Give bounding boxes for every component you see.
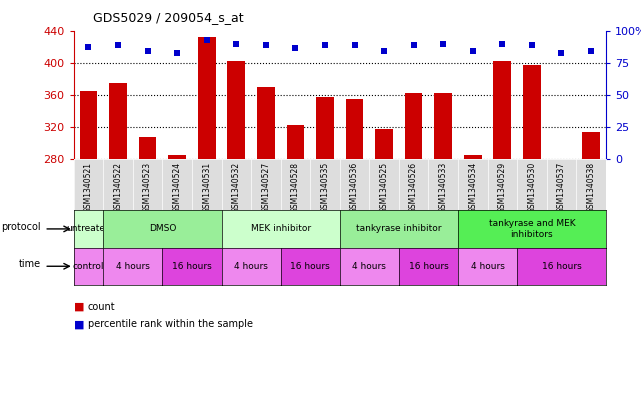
Text: tankyrase inhibitor: tankyrase inhibitor xyxy=(356,224,442,233)
Text: GSM1340536: GSM1340536 xyxy=(350,162,359,213)
Bar xyxy=(464,155,481,159)
Point xyxy=(142,48,153,54)
Text: tankyrase and MEK
inhibitors: tankyrase and MEK inhibitors xyxy=(488,219,575,239)
Text: GSM1340524: GSM1340524 xyxy=(172,162,181,213)
Bar xyxy=(79,91,97,159)
Text: 4 hours: 4 hours xyxy=(470,262,504,271)
Text: ■: ■ xyxy=(74,319,84,329)
Text: GSM1340533: GSM1340533 xyxy=(438,162,447,213)
Bar xyxy=(109,83,127,159)
Point xyxy=(320,42,330,49)
Point xyxy=(83,44,94,50)
Text: GSM1340522: GSM1340522 xyxy=(113,162,122,213)
Point xyxy=(113,42,123,49)
Point xyxy=(290,45,301,51)
Point xyxy=(556,50,567,56)
Text: DMSO: DMSO xyxy=(149,224,176,233)
Point xyxy=(467,48,478,54)
Bar xyxy=(345,99,363,159)
Text: GSM1340527: GSM1340527 xyxy=(262,162,271,213)
Bar xyxy=(228,61,245,159)
Point xyxy=(349,42,360,49)
Text: MEK inhibitor: MEK inhibitor xyxy=(251,224,311,233)
Text: percentile rank within the sample: percentile rank within the sample xyxy=(88,319,253,329)
Text: GSM1340535: GSM1340535 xyxy=(320,162,329,213)
Bar xyxy=(582,132,600,159)
Bar xyxy=(198,37,215,159)
Point xyxy=(408,42,419,49)
Text: GSM1340532: GSM1340532 xyxy=(232,162,241,213)
Text: 16 hours: 16 hours xyxy=(542,262,581,271)
Text: GSM1340534: GSM1340534 xyxy=(468,162,478,213)
Text: GSM1340530: GSM1340530 xyxy=(528,162,537,213)
Text: GSM1340538: GSM1340538 xyxy=(587,162,595,213)
Text: GSM1340529: GSM1340529 xyxy=(498,162,507,213)
Bar xyxy=(257,87,275,159)
Point xyxy=(261,42,271,49)
Text: GDS5029 / 209054_s_at: GDS5029 / 209054_s_at xyxy=(93,11,244,24)
Bar xyxy=(169,155,186,159)
Text: GSM1340531: GSM1340531 xyxy=(202,162,212,213)
Text: GSM1340521: GSM1340521 xyxy=(84,162,93,213)
Text: time: time xyxy=(19,259,40,269)
Point xyxy=(586,48,596,54)
Text: 16 hours: 16 hours xyxy=(408,262,448,271)
Text: GSM1340528: GSM1340528 xyxy=(291,162,300,213)
Bar xyxy=(138,137,156,159)
Text: protocol: protocol xyxy=(1,222,40,232)
Bar xyxy=(435,93,452,159)
Text: GSM1340525: GSM1340525 xyxy=(379,162,388,213)
Bar xyxy=(316,97,334,159)
Point xyxy=(438,41,448,47)
Text: GSM1340526: GSM1340526 xyxy=(409,162,418,213)
Point xyxy=(231,41,242,47)
Bar xyxy=(494,61,511,159)
Text: GSM1340537: GSM1340537 xyxy=(557,162,566,213)
Point xyxy=(172,50,182,56)
Bar xyxy=(287,125,304,159)
Bar xyxy=(523,65,541,159)
Text: ■: ■ xyxy=(74,301,84,312)
Point xyxy=(497,41,508,47)
Text: 4 hours: 4 hours xyxy=(116,262,150,271)
Text: untreated: untreated xyxy=(66,224,111,233)
Point xyxy=(201,37,212,44)
Text: 16 hours: 16 hours xyxy=(172,262,212,271)
Point xyxy=(527,42,537,49)
Text: GSM1340523: GSM1340523 xyxy=(143,162,152,213)
Text: 4 hours: 4 hours xyxy=(353,262,387,271)
Bar xyxy=(375,129,393,159)
Text: count: count xyxy=(88,301,115,312)
Point xyxy=(379,48,389,54)
Bar xyxy=(404,93,422,159)
Text: 16 hours: 16 hours xyxy=(290,262,330,271)
Text: control: control xyxy=(72,262,104,271)
Text: 4 hours: 4 hours xyxy=(234,262,268,271)
